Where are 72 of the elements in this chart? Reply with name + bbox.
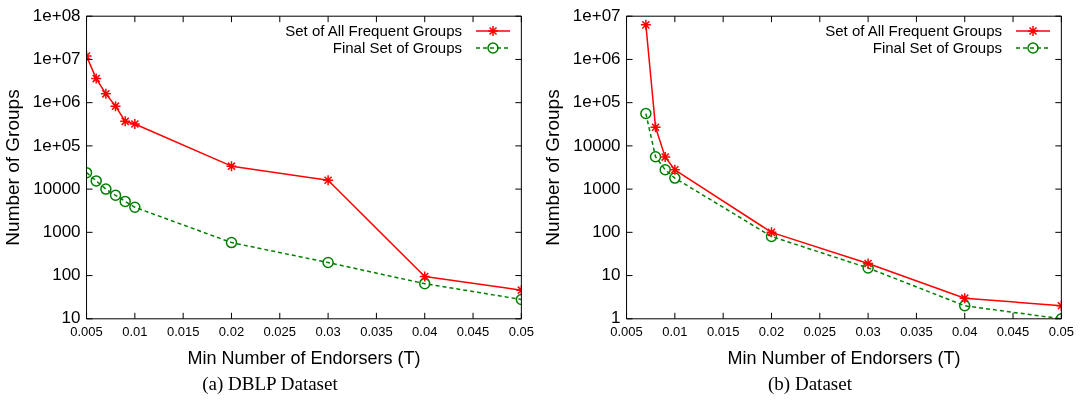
point bbox=[418, 277, 431, 290]
y-tick-label: 1e+06 bbox=[32, 92, 81, 112]
point bbox=[659, 151, 671, 163]
x-tick-label: 0.03 bbox=[855, 324, 881, 340]
point bbox=[129, 201, 141, 214]
x-axis-title: Min Number of Endorsers (T) bbox=[727, 348, 961, 369]
point bbox=[862, 262, 874, 274]
x-tick-label: 0.025 bbox=[263, 324, 297, 340]
point bbox=[958, 300, 971, 312]
point bbox=[322, 174, 334, 187]
x-tick-label: 0.015 bbox=[166, 324, 200, 340]
x-tick-label: 0.02 bbox=[758, 324, 785, 340]
y-tick-label: 10000 bbox=[573, 135, 621, 155]
x-tick-label: 0.045 bbox=[456, 324, 490, 340]
point bbox=[119, 195, 131, 208]
point bbox=[862, 257, 874, 270]
y-tick-label: 10 bbox=[601, 265, 621, 285]
legend-label: Set of All Frequent Groups bbox=[825, 22, 1002, 39]
text: (a) DBLP Dataset bbox=[201, 372, 339, 396]
point bbox=[129, 118, 141, 130]
y-axis-title: Number of Groups bbox=[541, 89, 563, 246]
legend-label: Final Set of Groups bbox=[332, 39, 462, 56]
y-tick-label: 1e+07 bbox=[572, 5, 621, 25]
point bbox=[109, 100, 122, 112]
point bbox=[119, 115, 131, 128]
point bbox=[659, 164, 671, 176]
y-tick-label: 100 bbox=[592, 222, 621, 242]
point bbox=[640, 19, 652, 31]
y-tick-label: 1000 bbox=[582, 178, 621, 198]
point bbox=[765, 226, 778, 239]
x-tick-label: 0.035 bbox=[900, 324, 933, 340]
point bbox=[109, 189, 122, 202]
x-tick-label: 0.05 bbox=[1048, 324, 1075, 340]
point bbox=[225, 236, 238, 249]
y-tick-label: 1e+05 bbox=[572, 92, 621, 112]
x-tick-label: 0.01 bbox=[122, 324, 148, 340]
point bbox=[90, 72, 102, 85]
point bbox=[90, 175, 102, 187]
x-tick-label: 0.015 bbox=[706, 324, 740, 340]
point bbox=[322, 256, 334, 269]
point bbox=[669, 172, 681, 184]
legend-label: Set of All Frequent Groups bbox=[285, 22, 462, 39]
text: (b) Dataset bbox=[767, 372, 853, 396]
x-axis-title: Min Number of Endorsers (T) bbox=[187, 348, 421, 369]
x-tick-label: 0.01 bbox=[662, 324, 688, 340]
y-tick-label: 100 bbox=[52, 265, 81, 285]
x-tick-label: 0.02 bbox=[218, 324, 245, 340]
x-tick-label: 0.04 bbox=[952, 324, 978, 340]
point bbox=[100, 88, 112, 100]
y-tick-label: 1e+06 bbox=[572, 49, 621, 69]
point bbox=[100, 183, 112, 195]
y-axis-title: Number of Groups bbox=[1, 89, 23, 246]
y-tick-label: 1e+07 bbox=[32, 49, 81, 69]
point bbox=[669, 164, 681, 176]
x-tick-label: 0.025 bbox=[803, 324, 837, 340]
point bbox=[649, 151, 662, 163]
point bbox=[225, 160, 238, 172]
point bbox=[958, 292, 971, 304]
point bbox=[640, 107, 652, 120]
point bbox=[418, 270, 431, 283]
point bbox=[649, 121, 662, 133]
point bbox=[765, 230, 778, 243]
x-tick-label: 0.03 bbox=[315, 324, 341, 340]
x-tick-label: 0.045 bbox=[996, 324, 1030, 340]
y-tick-label: 10000 bbox=[33, 178, 81, 198]
x-tick-label: 0.05 bbox=[508, 324, 535, 340]
x-tick-label: 0.035 bbox=[360, 324, 393, 340]
legend-label: Final Set of Groups bbox=[872, 39, 1002, 56]
y-tick-label: 1e+05 bbox=[32, 135, 81, 155]
y-tick-label: 1e+08 bbox=[32, 5, 81, 25]
x-tick-label: 0.04 bbox=[412, 324, 438, 340]
y-tick-label: 1000 bbox=[42, 222, 81, 242]
